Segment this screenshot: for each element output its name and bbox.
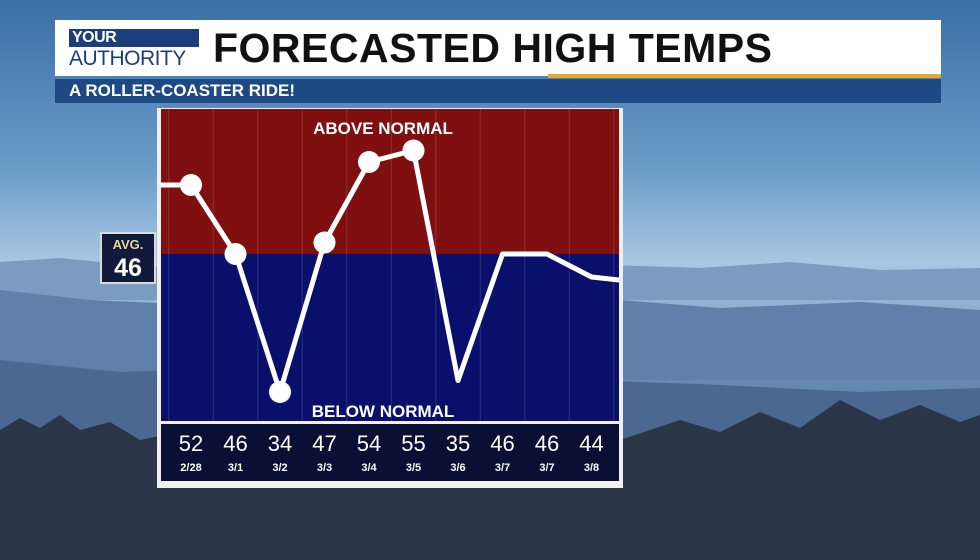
above-normal-label: ABOVE NORMAL: [313, 119, 453, 138]
data-point-marker: [358, 151, 380, 173]
date-tick-label: 3/7: [539, 462, 554, 474]
date-tick-label: 3/7: [495, 462, 510, 474]
temperature-value-label: 44: [579, 431, 603, 456]
title-accent-line: [548, 74, 941, 78]
temperature-series: [161, 139, 620, 403]
subtitle-bar: A ROLLER-COASTER RIDE!: [55, 79, 941, 103]
chart: ABOVE NORMAL BELOW NORMAL 52 46 34 47 54 55 35…: [161, 109, 620, 481]
date-tick-label: 3/4: [361, 462, 377, 474]
date-tick-label: 3/1: [228, 462, 243, 474]
value-labels: 52 46 34 47 54 55 35 46 46 44: [179, 431, 604, 456]
temperature-value-label: 35: [446, 431, 470, 456]
logo-bottom-text: AUTHORITY: [69, 47, 186, 70]
headline: FORECASTED HIGH TEMPS: [213, 25, 773, 71]
data-point-marker: [180, 174, 202, 196]
date-tick-label: 3/2: [272, 462, 287, 474]
temperature-value-label: 55: [401, 431, 425, 456]
data-point-marker: [224, 243, 247, 265]
date-tick-label: 3/3: [317, 462, 332, 474]
station-logo: YOUR WEATHER AUTHORITY: [69, 29, 199, 69]
date-tick-label: 3/6: [450, 462, 465, 474]
temperature-value-label: 46: [490, 431, 514, 456]
data-point-marker: [269, 381, 291, 403]
date-labels: 2/28 3/1 3/2 3/3 3/4 3/5 3/6 3/7 3/7 3/8: [180, 462, 599, 474]
subtitle: A ROLLER-COASTER RIDE!: [69, 81, 296, 100]
title-bar: YOUR WEATHER AUTHORITY FORECASTED HIGH T…: [55, 20, 941, 76]
logo-top-text: YOUR WEATHER: [69, 29, 199, 64]
date-tick-label: 2/28: [180, 462, 201, 474]
date-tick-label: 3/5: [406, 462, 421, 474]
above-normal-zone: [161, 109, 619, 254]
average-badge: AVG. 46: [100, 232, 156, 284]
temperature-value-label: 54: [357, 431, 381, 456]
data-point-marker: [402, 139, 425, 162]
temperature-value-label: 46: [223, 431, 247, 456]
temperature-line: [161, 148, 620, 395]
temperature-value-label: 34: [268, 431, 292, 456]
average-value: 46: [114, 254, 142, 282]
temperature-value-label: 46: [535, 431, 559, 456]
value-strip: [161, 424, 619, 481]
temperature-value-label: 52: [179, 431, 203, 456]
chart-panel: ABOVE NORMAL BELOW NORMAL 52 46 34 47 54 55 35…: [157, 108, 623, 488]
below-normal-zone: [161, 254, 619, 421]
average-label: AVG.: [112, 237, 144, 252]
date-tick-label: 3/8: [584, 462, 599, 474]
below-normal-label: BELOW NORMAL: [312, 402, 455, 421]
temperature-value-label: 47: [312, 431, 336, 456]
data-point-marker: [313, 231, 336, 254]
